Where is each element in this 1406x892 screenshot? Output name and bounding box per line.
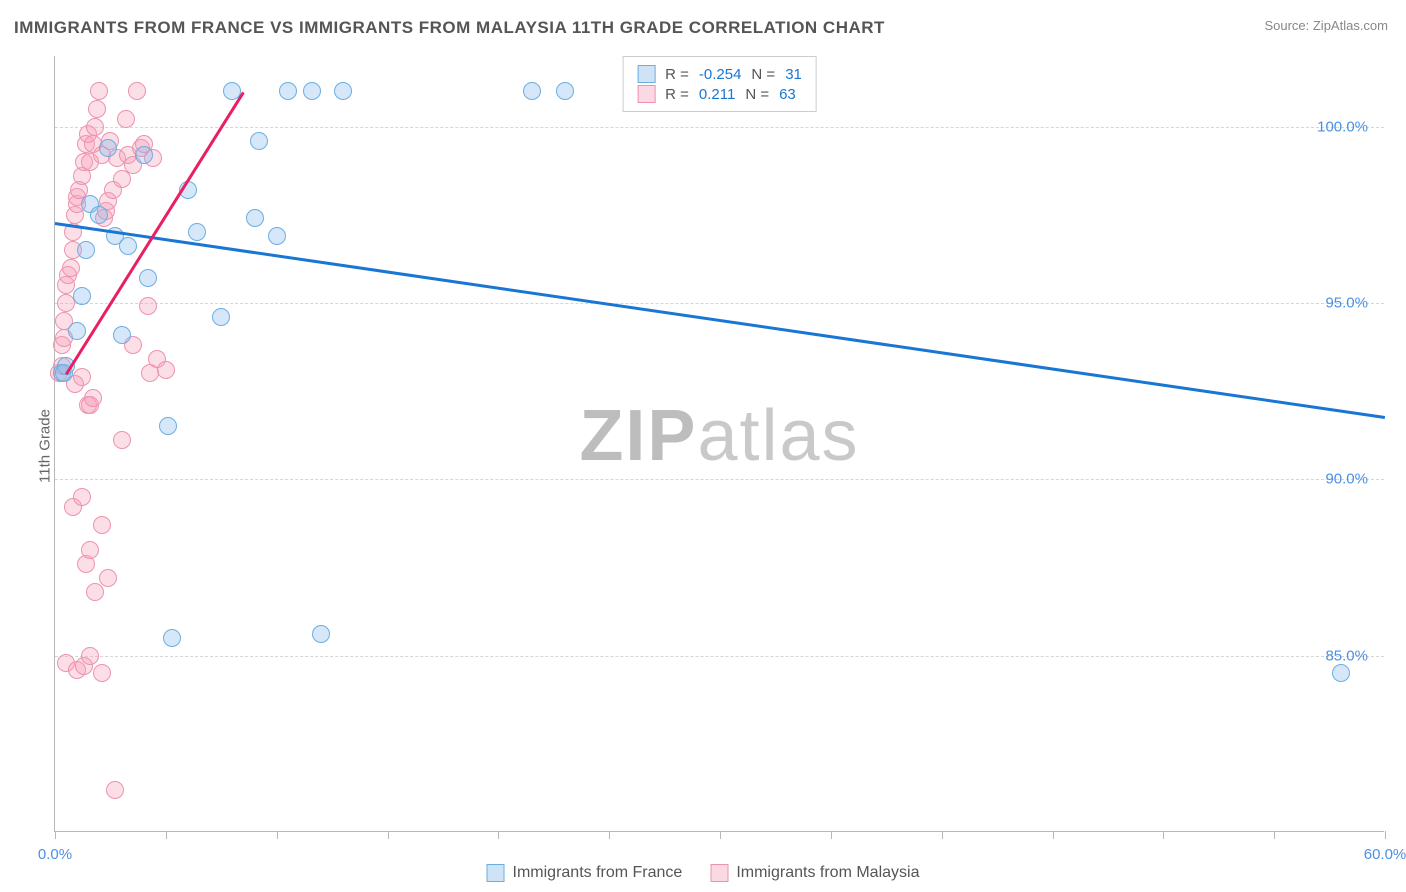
watermark-rest: atlas: [697, 395, 859, 475]
x-tick: [831, 831, 832, 839]
x-tick: [1274, 831, 1275, 839]
n-value-malaysia: 63: [779, 86, 796, 103]
data-point-malaysia: [117, 110, 135, 128]
data-point-france: [159, 417, 177, 435]
x-tick: [388, 831, 389, 839]
data-point-france: [77, 241, 95, 259]
r-value-malaysia: 0.211: [699, 86, 735, 103]
r-label: R =: [665, 66, 689, 83]
data-point-malaysia: [141, 364, 159, 382]
grid-line: [55, 656, 1384, 657]
data-point-france: [119, 237, 137, 255]
data-point-malaysia: [139, 297, 157, 315]
data-point-malaysia: [86, 583, 104, 601]
data-point-malaysia: [157, 361, 175, 379]
data-point-france: [303, 82, 321, 100]
swatch-france-icon: [487, 864, 505, 882]
x-tick: [55, 831, 56, 839]
swatch-france-icon: [637, 65, 655, 83]
data-point-malaysia: [93, 664, 111, 682]
n-value-france: 31: [785, 66, 802, 83]
data-point-malaysia: [81, 541, 99, 559]
plot-area: ZIPatlas R = -0.254 N = 31 R = 0.211 N =…: [54, 56, 1384, 832]
x-tick-label: 60.0%: [1364, 846, 1406, 863]
data-point-malaysia: [113, 431, 131, 449]
data-point-france: [250, 132, 268, 150]
watermark-bold: ZIP: [579, 395, 697, 475]
data-point-france: [99, 139, 117, 157]
data-point-malaysia: [99, 569, 117, 587]
watermark-text: ZIPatlas: [579, 394, 859, 476]
legend-item-france: Immigrants from France: [487, 864, 683, 882]
x-tick: [277, 831, 278, 839]
y-axis-label: 11th Grade: [36, 409, 53, 483]
x-tick: [720, 831, 721, 839]
data-point-france: [73, 287, 91, 305]
data-point-france: [279, 82, 297, 100]
swatch-malaysia-icon: [710, 864, 728, 882]
swatch-malaysia-icon: [637, 85, 655, 103]
data-point-malaysia: [106, 781, 124, 799]
series-legend: Immigrants from France Immigrants from M…: [487, 864, 920, 882]
source-attribution: Source: ZipAtlas.com: [1264, 18, 1388, 33]
data-point-malaysia: [81, 647, 99, 665]
data-point-france: [139, 269, 157, 287]
x-tick: [1053, 831, 1054, 839]
data-point-malaysia: [86, 118, 104, 136]
data-point-malaysia: [62, 259, 80, 277]
r-value-france: -0.254: [699, 66, 742, 83]
x-tick: [1163, 831, 1164, 839]
data-point-france: [1332, 664, 1350, 682]
x-tick: [498, 831, 499, 839]
data-point-malaysia: [93, 516, 111, 534]
legend-row-malaysia: R = 0.211 N = 63: [637, 85, 802, 103]
x-tick-label: 0.0%: [38, 846, 72, 863]
data-point-france: [212, 308, 230, 326]
grid-line: [55, 303, 1384, 304]
data-point-france: [163, 629, 181, 647]
data-point-france: [312, 625, 330, 643]
trend-line-france: [55, 222, 1385, 418]
grid-line: [55, 479, 1384, 480]
data-point-france: [90, 206, 108, 224]
n-label: N =: [745, 86, 769, 103]
data-point-malaysia: [90, 82, 108, 100]
x-tick: [166, 831, 167, 839]
chart-title: IMMIGRANTS FROM FRANCE VS IMMIGRANTS FRO…: [14, 18, 885, 38]
data-point-malaysia: [88, 100, 106, 118]
y-tick-label: 90.0%: [1325, 471, 1368, 488]
data-point-france: [135, 146, 153, 164]
legend-row-france: R = -0.254 N = 31: [637, 65, 802, 83]
data-point-malaysia: [128, 82, 146, 100]
data-point-malaysia: [84, 389, 102, 407]
data-point-france: [68, 322, 86, 340]
x-tick: [942, 831, 943, 839]
correlation-legend: R = -0.254 N = 31 R = 0.211 N = 63: [622, 56, 817, 112]
data-point-france: [523, 82, 541, 100]
y-tick-label: 100.0%: [1317, 118, 1368, 135]
r-label: R =: [665, 86, 689, 103]
data-point-france: [113, 326, 131, 344]
y-tick-label: 95.0%: [1325, 294, 1368, 311]
data-point-france: [556, 82, 574, 100]
y-tick-label: 85.0%: [1325, 647, 1368, 664]
grid-line: [55, 127, 1384, 128]
data-point-france: [246, 209, 264, 227]
data-point-france: [268, 227, 286, 245]
source-label: Source:: [1264, 18, 1312, 33]
source-name: ZipAtlas.com: [1313, 18, 1388, 33]
data-point-malaysia: [73, 368, 91, 386]
data-point-malaysia: [73, 488, 91, 506]
n-label: N =: [751, 66, 775, 83]
x-tick: [1385, 831, 1386, 839]
legend-item-malaysia: Immigrants from Malaysia: [710, 864, 919, 882]
x-tick: [609, 831, 610, 839]
legend-label-france: Immigrants from France: [513, 864, 683, 882]
data-point-france: [334, 82, 352, 100]
data-point-france: [188, 223, 206, 241]
legend-label-malaysia: Immigrants from Malaysia: [736, 864, 919, 882]
